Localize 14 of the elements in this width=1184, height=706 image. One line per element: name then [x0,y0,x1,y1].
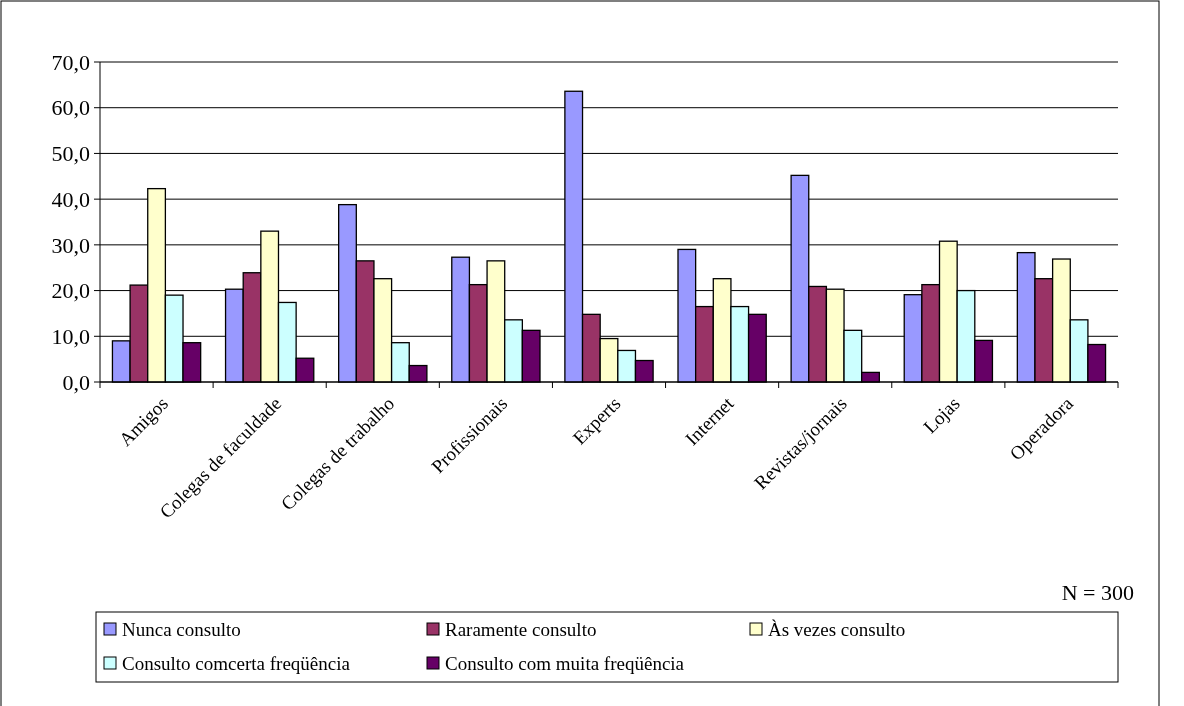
text: N = 300 [1061,580,1134,605]
y-tick-label: 60,0 [51,95,90,121]
legend-label: Raramente consulto [445,618,597,640]
y-tick-label: 30,0 [51,232,90,258]
y-tick-label: 20,0 [51,278,90,304]
y-tick-label: 10,0 [51,323,90,349]
y-tick-label: 40,0 [51,186,90,212]
y-tick-label: 0,0 [62,369,90,395]
legend-label: Às vezes consulto [768,618,906,640]
legend-label: Nunca consulto [122,618,241,640]
y-tick-label: 70,0 [51,49,90,75]
legend-label: Consulto comcerta freqüência [122,652,351,674]
legend-label: Consulto com muita freqüência [445,652,685,674]
y-tick-label: 50,0 [51,141,90,167]
